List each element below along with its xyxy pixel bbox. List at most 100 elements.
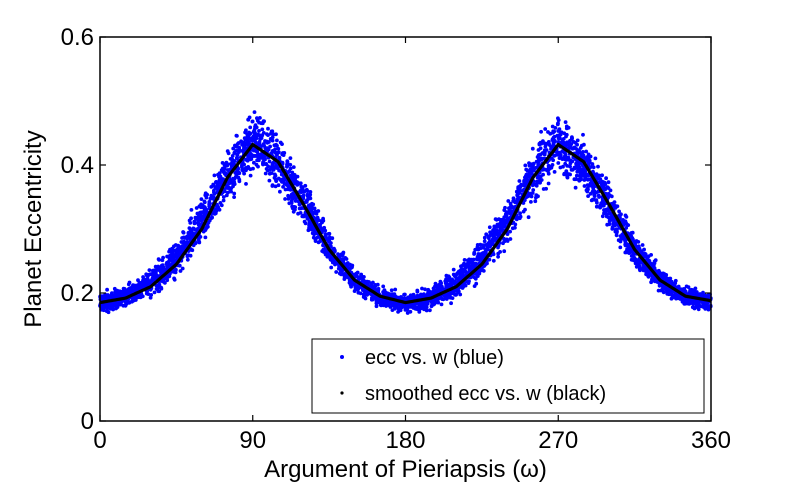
scatter-point	[604, 176, 608, 181]
scatter-point	[388, 300, 393, 305]
scatter-point	[287, 201, 292, 206]
scatter-point	[264, 167, 269, 171]
scatter-point	[592, 194, 597, 199]
scatter-point	[669, 279, 674, 284]
scatter-point	[267, 178, 272, 183]
scatter-point	[433, 281, 438, 286]
scatter-point	[467, 279, 471, 284]
scatter-point	[381, 284, 386, 289]
scatter-point	[550, 138, 555, 143]
scatter-point	[196, 221, 200, 225]
scatter-point	[157, 268, 162, 273]
scatter-point	[504, 214, 509, 219]
x-tick-label: 0	[93, 427, 106, 454]
scatter-point	[306, 228, 311, 233]
scatter-point	[241, 168, 245, 173]
scatter-point	[316, 209, 321, 213]
scatter-point	[694, 299, 699, 303]
scatter-point	[535, 179, 539, 184]
scatter-point	[430, 289, 435, 294]
scatter-point	[502, 249, 507, 254]
scatter-point	[199, 197, 204, 202]
scatter-point	[666, 287, 671, 292]
scatter-point	[276, 146, 281, 151]
scatter-point	[452, 291, 456, 296]
scatter-point	[592, 191, 597, 196]
scatter-point	[439, 284, 443, 289]
scatter-point	[367, 284, 372, 289]
scatter-point	[447, 284, 451, 289]
scatter-point	[280, 152, 285, 157]
scatter-point	[146, 272, 151, 277]
scatter-point	[495, 232, 500, 237]
scatter-point	[403, 292, 407, 297]
scatter-point	[659, 283, 664, 288]
scatter-point	[262, 143, 266, 148]
scatter-point	[210, 215, 214, 220]
scatter-point	[478, 242, 483, 247]
scatter-point	[138, 292, 142, 297]
scatter-point	[157, 282, 162, 287]
scatter-point	[527, 161, 531, 166]
scatter-point	[235, 142, 240, 146]
scatter-point	[644, 268, 649, 273]
scatter-point	[703, 303, 708, 307]
scatter-point	[296, 211, 300, 216]
scatter-point	[516, 196, 521, 201]
scatter-point	[194, 206, 199, 210]
scatter-point	[552, 129, 557, 134]
scatter-point	[167, 255, 172, 260]
scatter-point	[529, 200, 533, 204]
scatter-point	[212, 192, 217, 196]
scatter-point	[105, 287, 109, 292]
scatter-point	[177, 248, 181, 253]
scatter-point	[270, 161, 275, 166]
scatter-point	[254, 136, 259, 141]
scatter-point	[572, 177, 577, 182]
scatter-point	[543, 127, 548, 131]
scatter-point	[189, 216, 194, 221]
scatter-point	[199, 202, 204, 207]
scatter-point	[645, 255, 650, 259]
scatter-point	[654, 278, 659, 283]
scatter-point	[212, 173, 217, 178]
scatter-point	[373, 287, 378, 292]
scatter-point	[482, 239, 487, 244]
scatter-point	[508, 237, 513, 241]
scatter-point	[141, 277, 146, 282]
scatter-point	[112, 286, 117, 291]
scatter-point	[152, 268, 157, 273]
scatter-point	[531, 188, 536, 192]
scatter-point	[435, 299, 439, 304]
scatter-point	[605, 207, 609, 212]
scatter-point	[298, 189, 303, 194]
scatter-point	[417, 310, 422, 314]
scatter-point	[222, 167, 227, 172]
scatter-point	[156, 289, 161, 294]
scatter-point	[184, 243, 188, 248]
scatter-point	[323, 248, 328, 252]
scatter-point	[197, 240, 202, 245]
scatter-point	[548, 131, 553, 136]
scatter-point	[400, 304, 405, 309]
scatter-point	[610, 225, 615, 229]
scatter-point	[242, 136, 247, 141]
scatter-point	[498, 250, 502, 254]
smoothed-line	[99, 142, 712, 305]
scatter-point	[564, 126, 569, 131]
scatter-point	[630, 230, 635, 235]
scatter-point	[470, 264, 475, 269]
scatter-point	[624, 226, 629, 230]
scatter-point	[492, 227, 497, 231]
scatter-point	[329, 241, 333, 245]
scatter-point	[362, 275, 366, 279]
scatter-point	[251, 166, 255, 171]
scatter-point	[193, 221, 198, 225]
scatter-point	[670, 292, 674, 297]
scatter-point	[232, 151, 237, 156]
scatter-point	[474, 272, 478, 276]
scatter-point	[577, 162, 581, 167]
scatter-point	[665, 292, 670, 296]
scatter-point	[564, 158, 568, 162]
scatter-point	[375, 282, 380, 287]
